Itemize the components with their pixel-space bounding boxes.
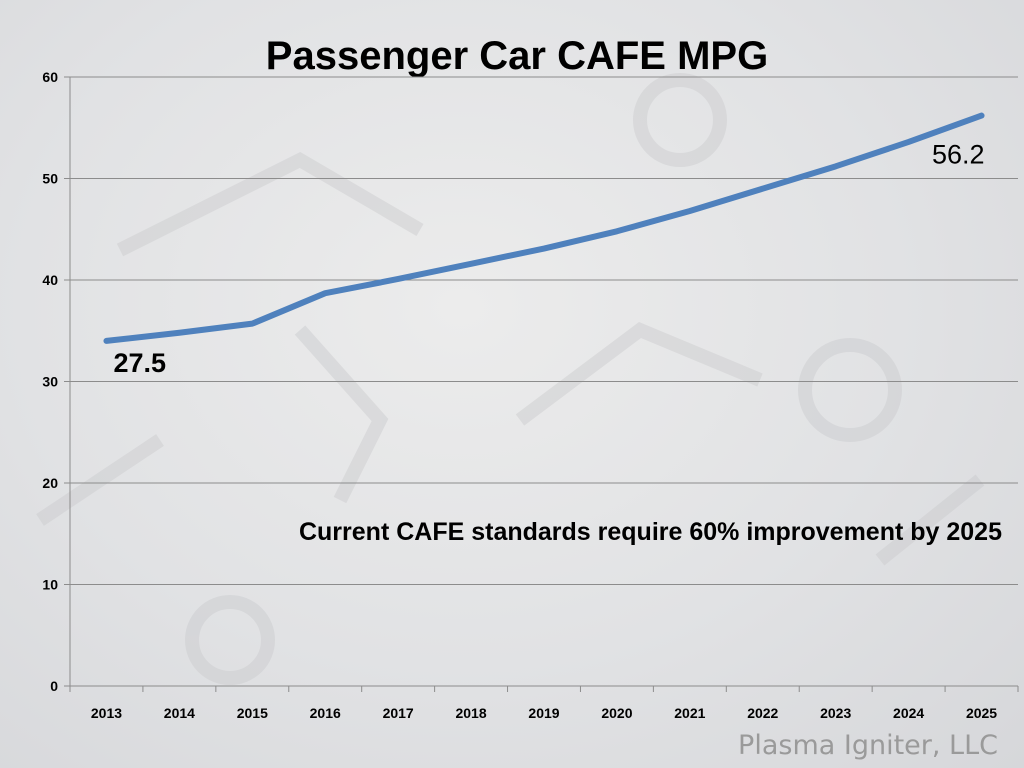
y-tick-label: 30 bbox=[42, 374, 58, 390]
y-tick-label: 0 bbox=[50, 678, 58, 694]
x-tick-label: 2018 bbox=[455, 705, 486, 721]
start-value-label: 27.5 bbox=[113, 348, 166, 378]
y-tick-label: 20 bbox=[42, 475, 58, 491]
x-tick-label: 2021 bbox=[674, 705, 705, 721]
annotation-note: Current CAFE standards require 60% impro… bbox=[299, 518, 1002, 546]
x-tick-label: 2015 bbox=[237, 705, 268, 721]
x-tick-label: 2013 bbox=[91, 705, 122, 721]
x-tick-label: 2024 bbox=[893, 705, 924, 721]
x-tick-label: 2017 bbox=[383, 705, 414, 721]
y-tick-label: 60 bbox=[42, 69, 58, 85]
x-tick-label: 2023 bbox=[820, 705, 851, 721]
y-tick-label: 40 bbox=[42, 272, 58, 288]
footer-brand: Plasma Igniter, LLC bbox=[738, 730, 998, 761]
chart-title: Passenger Car CAFE MPG bbox=[265, 34, 769, 78]
x-tick-label: 2025 bbox=[966, 705, 997, 721]
x-tick-label: 2022 bbox=[747, 705, 778, 721]
x-tick-label: 2016 bbox=[310, 705, 341, 721]
x-tick-label: 2019 bbox=[528, 705, 559, 721]
end-value-label: 56.2 bbox=[932, 140, 985, 170]
x-tick-label: 2020 bbox=[601, 705, 632, 721]
series-line bbox=[103, 112, 985, 344]
y-tick-label: 10 bbox=[42, 577, 58, 593]
x-tick-label: 2014 bbox=[164, 705, 195, 721]
y-tick-label: 50 bbox=[42, 171, 58, 187]
